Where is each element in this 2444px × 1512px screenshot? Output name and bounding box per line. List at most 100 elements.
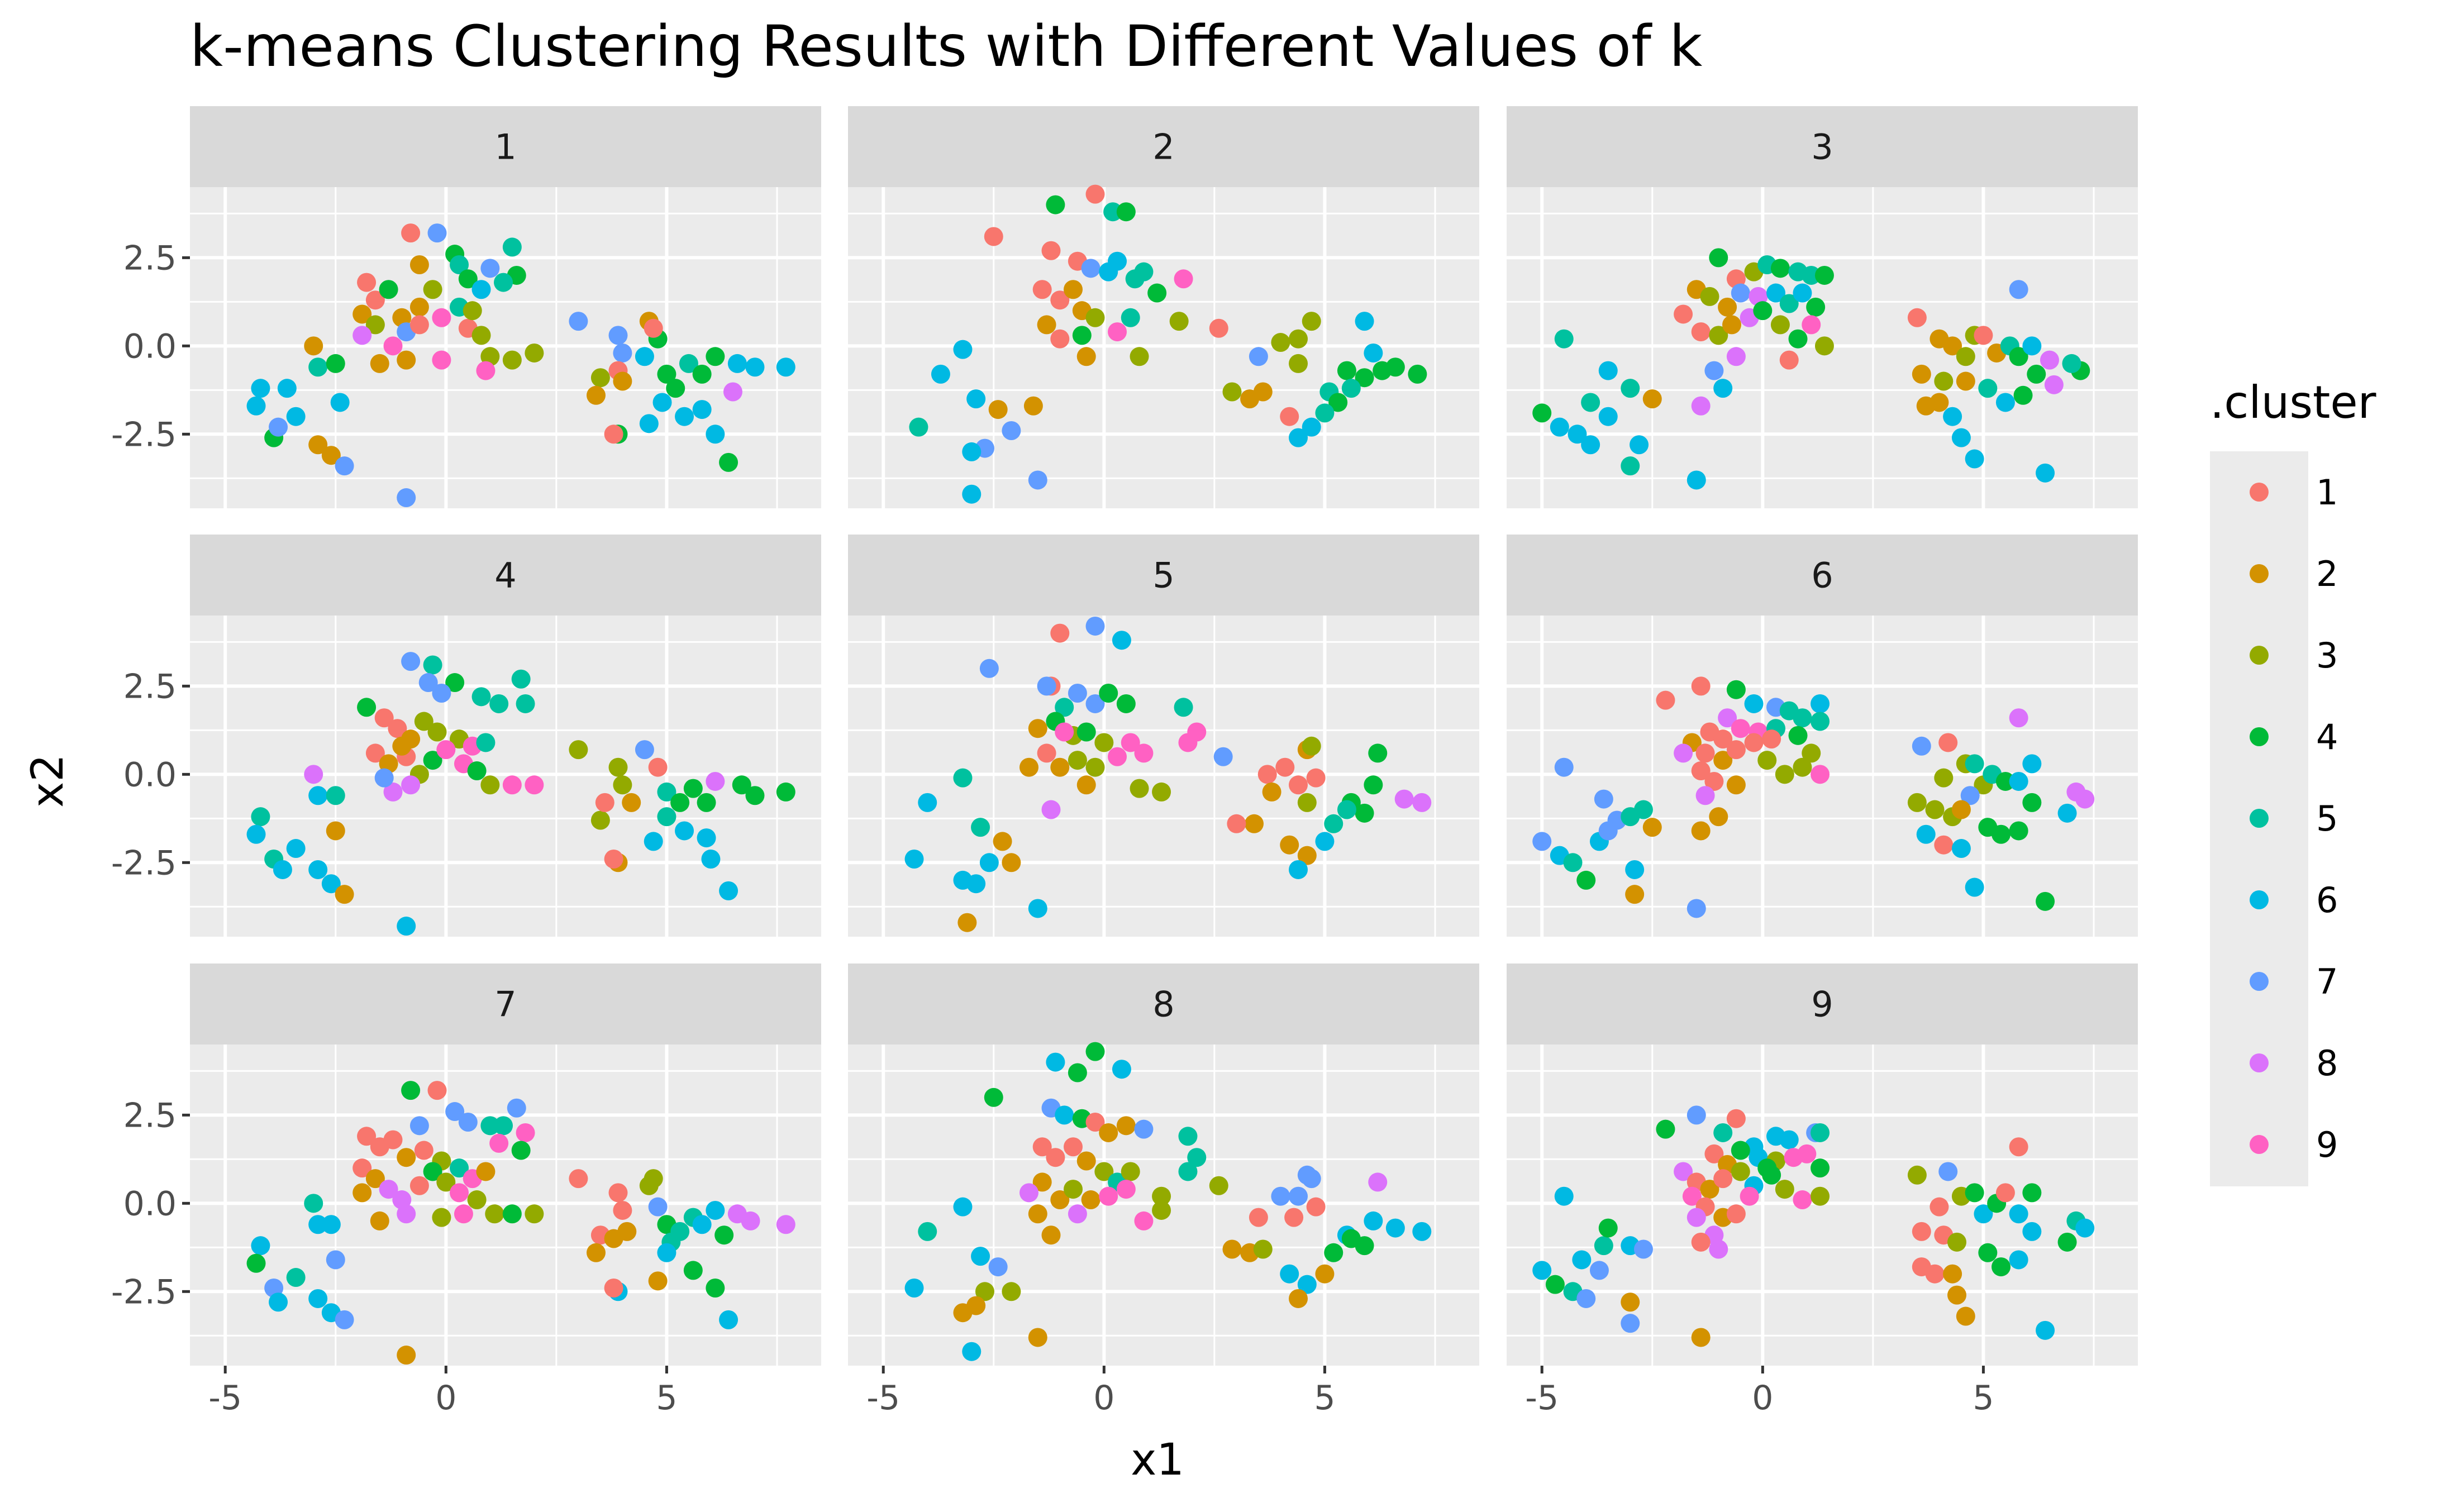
data-point-cluster-5 xyxy=(423,655,442,675)
facet-panel-1: 1 -2.5 0.0 2.5 xyxy=(111,106,821,508)
facet-panel-6: 6 xyxy=(1507,535,2138,937)
data-point-cluster-2 xyxy=(1028,1328,1047,1347)
data-point-cluster-4 xyxy=(1068,1063,1087,1082)
data-point-cluster-6 xyxy=(286,839,306,858)
data-point-cluster-2 xyxy=(409,255,429,275)
legend-key-dot xyxy=(2250,1053,2269,1072)
data-point-cluster-7 xyxy=(427,223,447,243)
data-point-cluster-7 xyxy=(1297,1165,1317,1185)
data-point-cluster-3 xyxy=(1068,751,1087,770)
data-point-cluster-9 xyxy=(1108,322,1127,342)
data-point-cluster-4 xyxy=(670,793,690,812)
data-point-cluster-4 xyxy=(706,1278,725,1298)
data-point-cluster-7 xyxy=(1028,470,1047,490)
legend-label: 5 xyxy=(2316,798,2338,839)
legend-label: 1 xyxy=(2316,472,2338,513)
data-point-cluster-2 xyxy=(613,371,632,391)
data-point-cluster-3 xyxy=(1289,354,1308,373)
data-point-cluster-7 xyxy=(1731,283,1750,303)
data-point-cluster-4 xyxy=(1099,684,1118,703)
data-point-cluster-4 xyxy=(1072,326,1092,345)
data-point-cluster-2 xyxy=(1709,807,1728,827)
data-point-cluster-6 xyxy=(2036,1320,2055,1340)
data-point-cluster-2 xyxy=(397,1346,416,1365)
data-point-cluster-6 xyxy=(471,280,491,299)
data-point-cluster-6 xyxy=(1951,839,1971,858)
data-point-cluster-7 xyxy=(1704,361,1724,380)
data-point-cluster-7 xyxy=(1271,1186,1290,1206)
data-point-cluster-2 xyxy=(321,446,341,465)
data-point-cluster-1 xyxy=(608,1183,628,1203)
legend-item-2: 2 xyxy=(2250,554,2338,594)
data-point-cluster-2 xyxy=(392,736,412,756)
data-point-cluster-8 xyxy=(1686,1208,1706,1227)
data-point-cluster-2 xyxy=(1726,775,1746,795)
facet-strip-label: 5 xyxy=(1152,555,1174,596)
data-point-cluster-6 xyxy=(1554,1186,1574,1206)
data-point-cluster-6 xyxy=(918,793,937,812)
data-point-cluster-3 xyxy=(1907,1165,1927,1185)
x-tick-label: 0 xyxy=(1752,1379,1773,1418)
data-point-cluster-4 xyxy=(692,364,712,384)
data-point-cluster-2 xyxy=(648,1271,668,1291)
legend-item-8: 8 xyxy=(2250,1043,2338,1084)
facet-strip-label: 4 xyxy=(494,555,516,596)
data-point-cluster-5 xyxy=(909,417,928,437)
facet-strip-background xyxy=(1507,535,2138,616)
data-point-cluster-6 xyxy=(719,1310,739,1329)
facet-strip-label: 3 xyxy=(1811,127,1833,168)
data-point-cluster-6 xyxy=(1598,407,1618,426)
data-point-cluster-9 xyxy=(1811,765,1830,784)
data-point-cluster-1 xyxy=(1041,241,1061,260)
data-point-cluster-7 xyxy=(1532,832,1552,851)
data-point-cluster-1 xyxy=(1306,768,1326,788)
legend-key-dot xyxy=(2250,1135,2269,1154)
data-point-cluster-4 xyxy=(1355,368,1374,388)
data-point-cluster-4 xyxy=(2022,1183,2042,1203)
data-point-cluster-3 xyxy=(1802,743,1821,763)
data-point-cluster-6 xyxy=(635,347,654,366)
data-point-cluster-9 xyxy=(1802,315,1821,335)
x-tick-label: 5 xyxy=(656,1379,677,1418)
data-point-cluster-7 xyxy=(979,659,999,678)
data-point-cluster-8 xyxy=(2009,708,2028,728)
x-tick-label: -5 xyxy=(866,1379,900,1418)
data-point-cluster-2 xyxy=(1315,1264,1335,1284)
data-point-cluster-6 xyxy=(931,364,950,384)
data-point-cluster-7 xyxy=(445,1102,465,1122)
legend-key-dot xyxy=(2250,809,2269,828)
data-point-cluster-7 xyxy=(988,1257,1008,1277)
data-point-cluster-3 xyxy=(525,343,544,363)
facet-panels: 1 -2.5 0.0 2.5 2 3 4 -2.5 0.0 2.5 5 6 7 -2.5 0.0 2.5 -5 0… xyxy=(111,106,2138,1418)
data-point-cluster-3 xyxy=(467,1190,487,1210)
panel-background xyxy=(848,187,1479,508)
data-point-cluster-4 xyxy=(326,354,345,373)
data-point-cluster-6 xyxy=(2057,803,2077,823)
data-point-cluster-2 xyxy=(326,821,345,841)
legend-key-dot xyxy=(2250,972,2269,991)
facet-panel-7: 7 -2.5 0.0 2.5 -5 0 5 xyxy=(111,964,821,1418)
data-point-cluster-8 xyxy=(776,1215,795,1234)
data-point-cluster-6 xyxy=(962,1342,982,1361)
data-point-cluster-9 xyxy=(1134,743,1154,763)
data-point-cluster-7 xyxy=(1686,1105,1706,1125)
legend-label: 6 xyxy=(2316,880,2338,920)
data-point-cluster-6 xyxy=(1055,1105,1074,1125)
data-point-cluster-6 xyxy=(397,917,416,936)
data-point-cluster-6 xyxy=(1315,832,1335,851)
data-point-cluster-4 xyxy=(706,347,725,366)
data-point-cluster-1 xyxy=(414,1141,433,1160)
data-point-cluster-7 xyxy=(1912,736,1931,756)
data-point-cluster-9 xyxy=(1099,1186,1118,1206)
data-point-cluster-8 xyxy=(1674,1162,1693,1181)
data-point-cluster-4 xyxy=(1788,726,1808,745)
data-point-cluster-1 xyxy=(1726,1204,1746,1224)
data-point-cluster-3 xyxy=(1297,793,1317,812)
data-point-cluster-7 xyxy=(1085,694,1105,713)
data-point-cluster-9 xyxy=(454,1204,473,1224)
data-point-cluster-7 xyxy=(1249,347,1268,366)
data-point-cluster-4 xyxy=(1076,722,1096,742)
data-point-cluster-6 xyxy=(1951,428,1971,447)
data-point-cluster-2 xyxy=(397,350,416,370)
legend-item-1: 1 xyxy=(2250,472,2338,513)
